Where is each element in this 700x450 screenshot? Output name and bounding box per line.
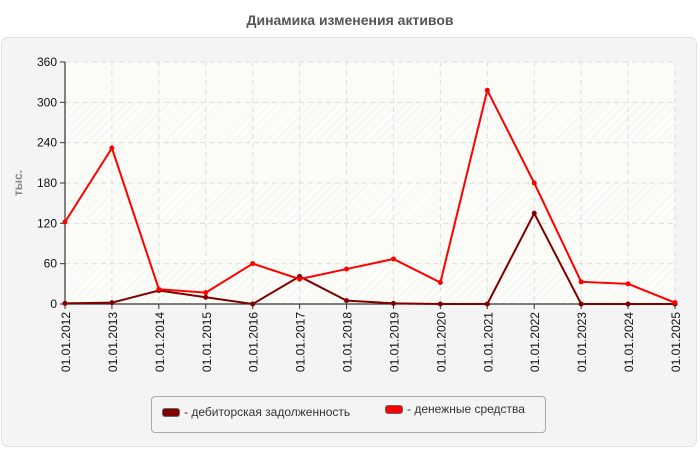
svg-text:01.01.2025: 01.01.2025 xyxy=(669,312,683,372)
svg-text:01.01.2022: 01.01.2022 xyxy=(528,312,542,372)
legend-item-receivables: - дебиторская задолженность xyxy=(162,405,350,419)
y-axis-label: тыс. xyxy=(11,170,25,196)
svg-text:180: 180 xyxy=(37,176,57,190)
svg-text:120: 120 xyxy=(37,216,57,230)
legend-item-cash: - денежные средства xyxy=(385,402,525,416)
svg-text:01.01.2019: 01.01.2019 xyxy=(387,312,401,372)
legend: - дебиторская задолженность - денежные с… xyxy=(151,396,546,433)
svg-text:01.01.2024: 01.01.2024 xyxy=(622,312,636,372)
series-lines xyxy=(62,87,678,307)
chart-title: Динамика изменения активов xyxy=(246,12,454,28)
svg-text:0: 0 xyxy=(50,297,57,311)
svg-text:300: 300 xyxy=(37,95,57,109)
legend-label: - денежные средства xyxy=(407,402,525,416)
legend-swatch-icon xyxy=(162,407,180,417)
svg-text:360: 360 xyxy=(37,55,57,69)
axes: 0 60 120 180 240 300 360 01.01.2012 01.01.2013 01… xyxy=(37,55,683,372)
legend-label: - дебиторская задолженность xyxy=(184,405,351,419)
plot-area xyxy=(65,62,675,304)
svg-text:01.01.2023: 01.01.2023 xyxy=(575,312,589,372)
svg-text:01.01.2012: 01.01.2012 xyxy=(59,312,73,372)
svg-text:60: 60 xyxy=(44,257,58,271)
svg-text:01.01.2020: 01.01.2020 xyxy=(434,312,448,372)
svg-text:01.01.2014: 01.01.2014 xyxy=(153,312,167,372)
svg-text:01.01.2016: 01.01.2016 xyxy=(247,312,261,372)
svg-text:01.01.2017: 01.01.2017 xyxy=(294,312,308,372)
svg-text:01.01.2018: 01.01.2018 xyxy=(341,312,355,372)
svg-text:01.01.2021: 01.01.2021 xyxy=(481,312,495,372)
svg-text:01.01.2013: 01.01.2013 xyxy=(106,312,120,372)
svg-text:01.01.2015: 01.01.2015 xyxy=(200,312,214,372)
svg-text:240: 240 xyxy=(37,136,57,150)
legend-swatch-icon xyxy=(385,404,403,414)
